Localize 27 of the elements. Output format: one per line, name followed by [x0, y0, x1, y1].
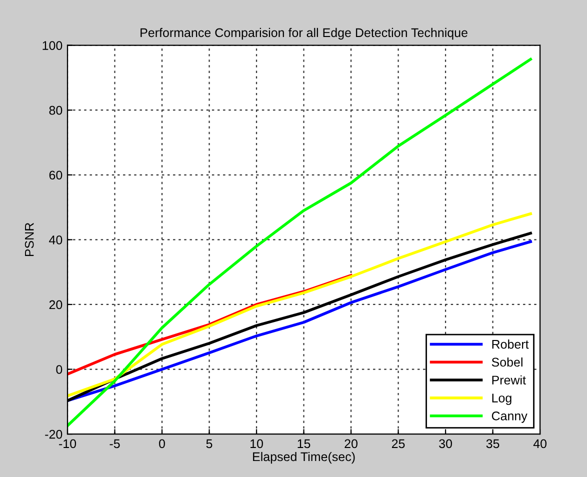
y-tick-label: 40	[49, 235, 62, 244]
y-tick-label: 60	[49, 170, 62, 180]
chart-title: Performance Comparision for all Edge Detection Technique	[140, 28, 468, 40]
y-axis-title: PSNR	[24, 222, 34, 256]
y-tick-label: 0	[56, 365, 62, 374]
x-tick-label: 15	[298, 439, 310, 448]
y-tick-label: 20	[49, 300, 62, 310]
x-tick-label: 20	[344, 439, 358, 448]
x-tick-label: 0	[159, 439, 165, 448]
x-axis-title: Elapsed Time(sec)	[253, 452, 355, 464]
legend-label: Robert	[492, 340, 529, 349]
y-tick-label: 80	[49, 106, 62, 115]
x-tick-label: -10	[59, 439, 76, 448]
x-tick-label: 40	[533, 439, 547, 448]
x-tick-label: 25	[392, 439, 405, 448]
x-tick-label: -5	[110, 439, 120, 448]
line-series	[68, 58, 532, 428]
legend-label: Prewit	[492, 375, 526, 385]
x-tick-label: 10	[250, 439, 263, 448]
x-tick-label: 5	[206, 439, 212, 448]
legend-label: Canny	[492, 412, 528, 423]
y-tick-label: -20	[45, 430, 62, 439]
x-tick-label: 30	[439, 439, 452, 448]
legend-label: Sobel	[492, 357, 522, 367]
y-tick-label: 100	[42, 41, 62, 50]
legend-label: Log	[492, 394, 512, 405]
x-tick-label: 35	[486, 439, 500, 448]
